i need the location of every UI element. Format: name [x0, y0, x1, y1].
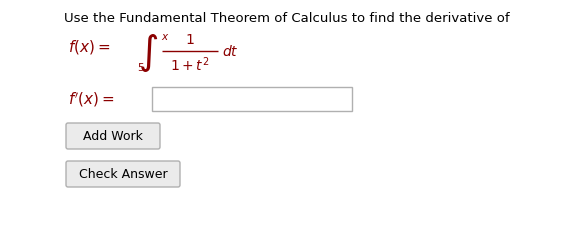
Text: Check Answer: Check Answer [79, 168, 167, 181]
Text: $1$: $1$ [185, 33, 195, 47]
Text: $x$: $x$ [161, 32, 169, 42]
Text: $f'(x) =$: $f'(x) =$ [68, 90, 115, 109]
FancyBboxPatch shape [66, 123, 160, 149]
Text: $5$: $5$ [137, 61, 145, 73]
FancyBboxPatch shape [152, 88, 352, 112]
Text: $dt$: $dt$ [222, 44, 239, 59]
Text: $1+t^2$: $1+t^2$ [170, 55, 210, 74]
Text: $\int$: $\int$ [138, 32, 158, 74]
Text: Add Work: Add Work [83, 130, 143, 143]
Text: $f(x) =$: $f(x) =$ [68, 38, 110, 56]
FancyBboxPatch shape [66, 161, 180, 187]
Text: Use the Fundamental Theorem of Calculus to find the derivative of: Use the Fundamental Theorem of Calculus … [64, 12, 510, 25]
